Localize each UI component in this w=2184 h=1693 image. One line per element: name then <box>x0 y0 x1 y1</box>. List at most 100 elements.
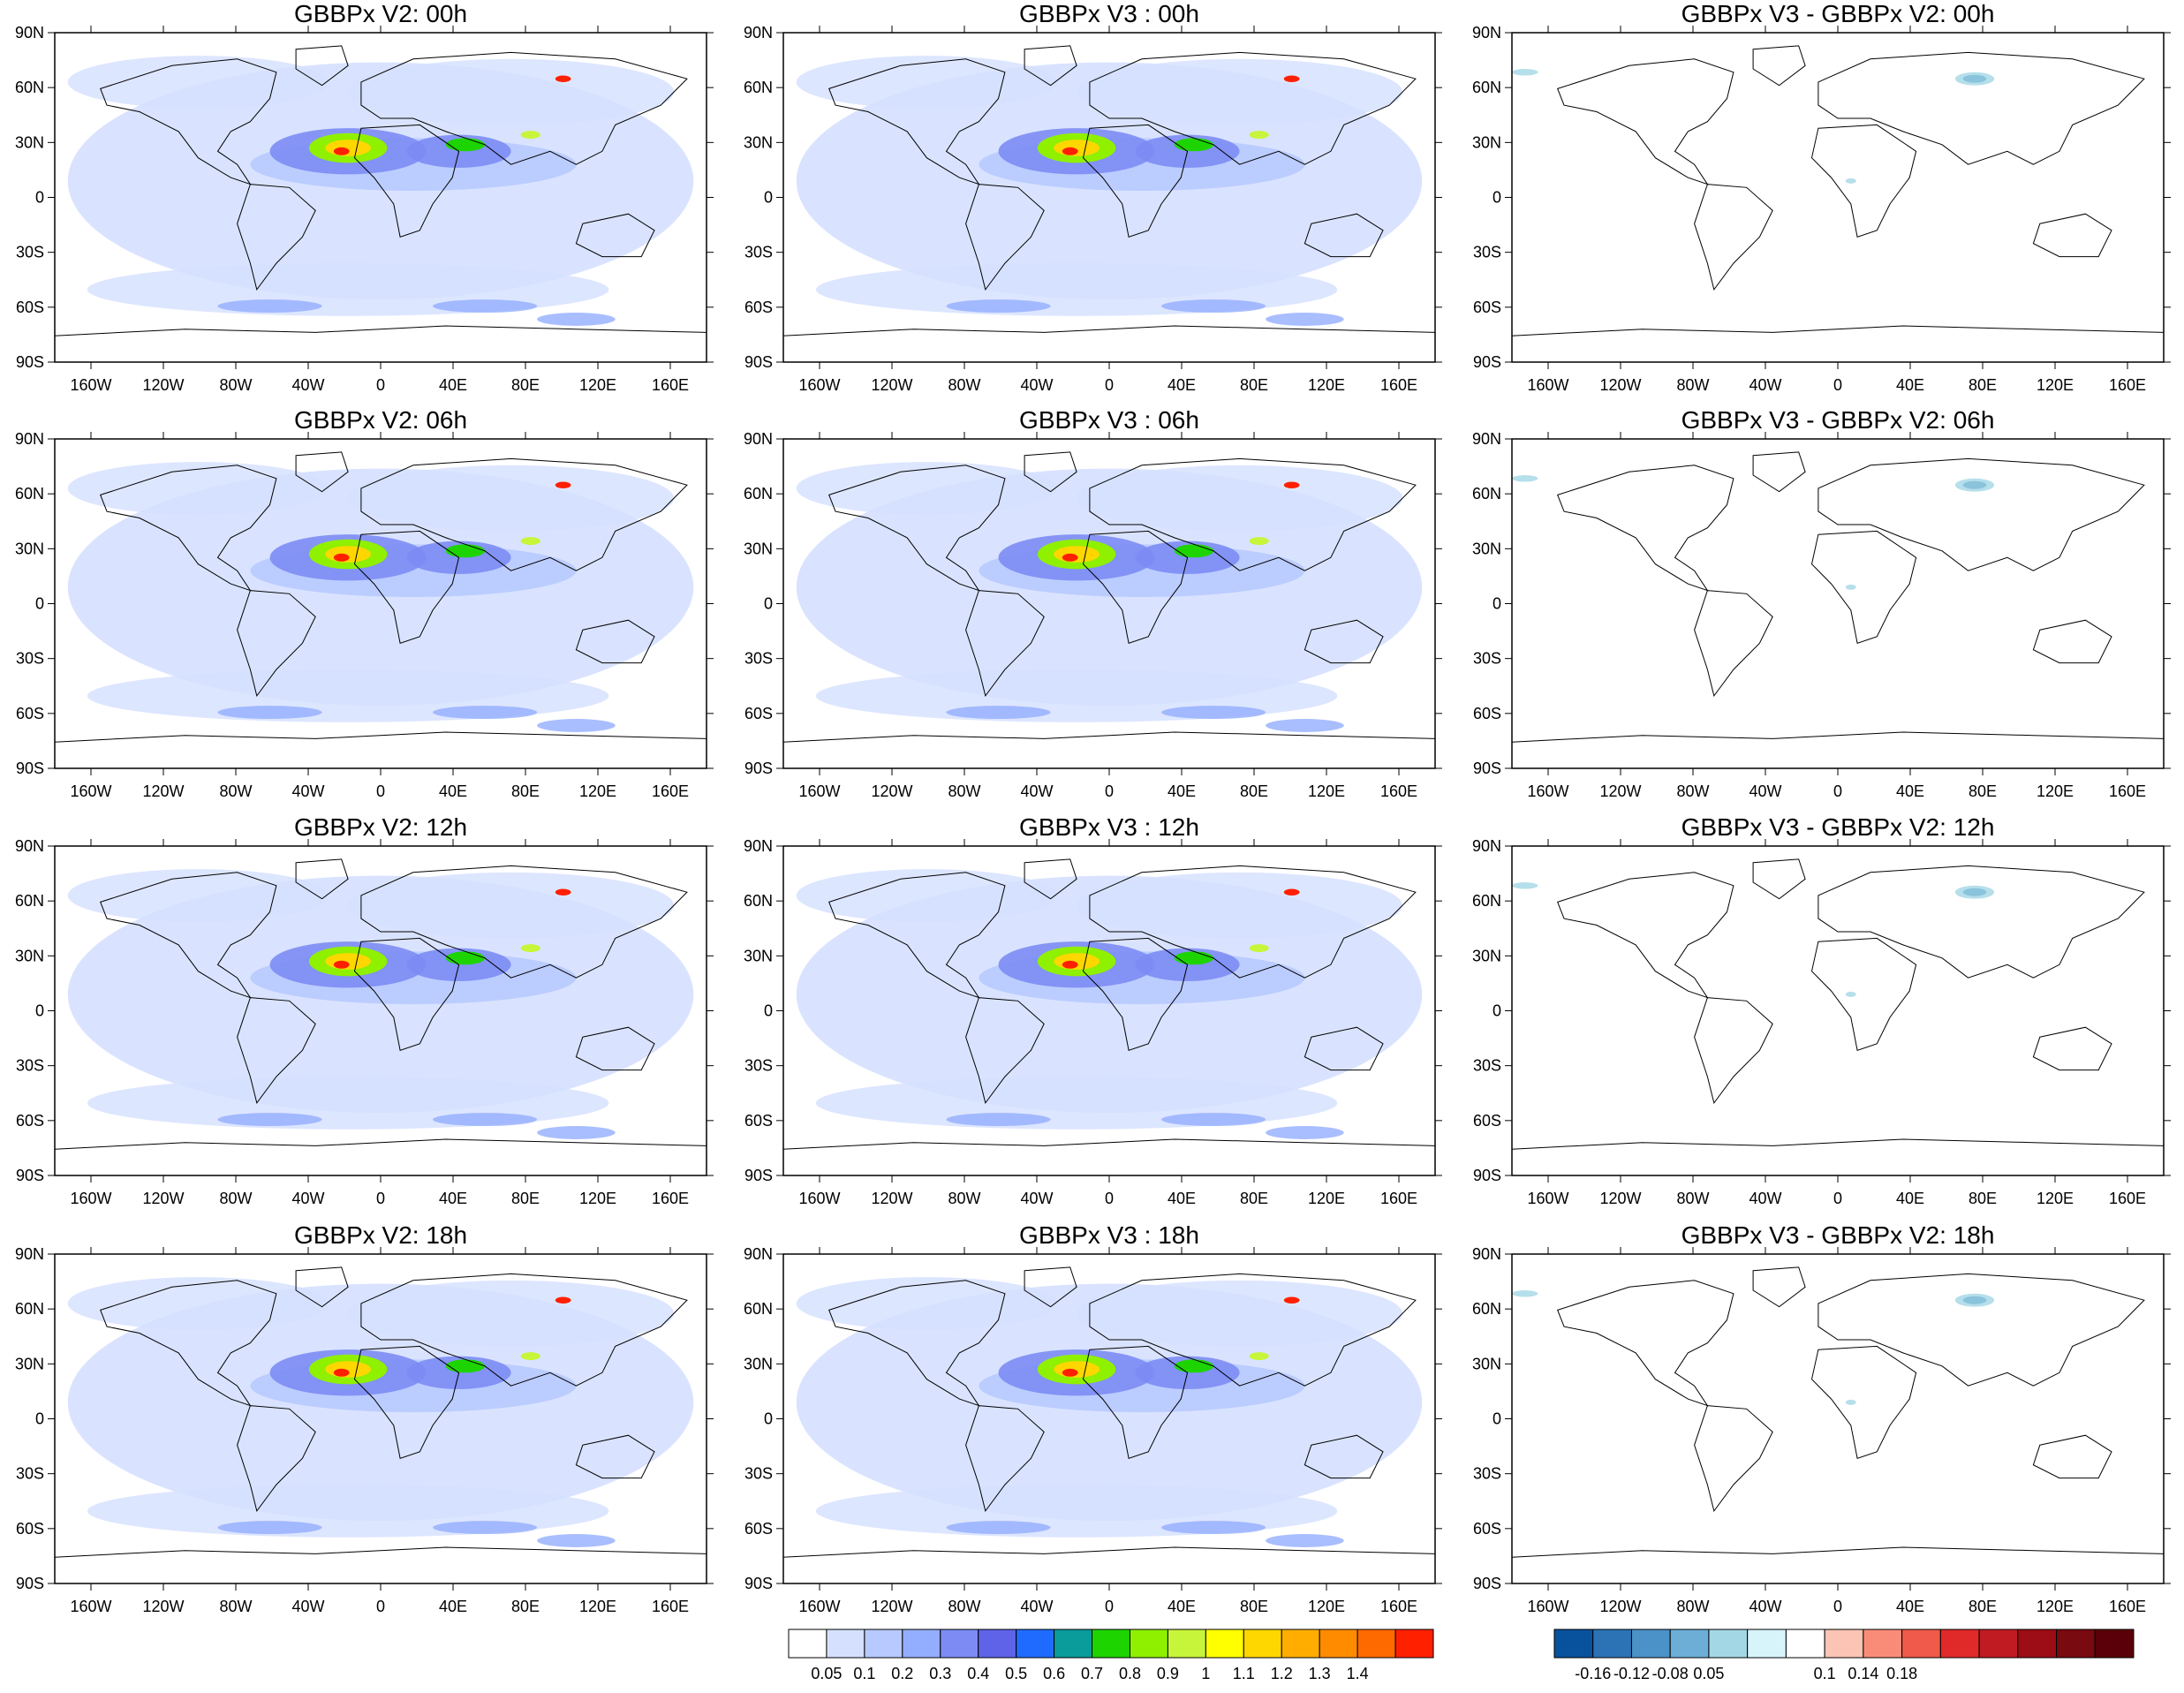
lon-tick-label: 40W <box>1020 1598 1053 1615</box>
colorbar-swatch <box>1243 1629 1282 1659</box>
lon-tick-label: 120W <box>142 1598 184 1615</box>
smoke-field <box>520 1352 540 1361</box>
coastline <box>237 1405 316 1513</box>
lat-tick-label: 90N <box>744 24 773 42</box>
lat-tick-label: 30N <box>744 947 773 964</box>
colorbar-swatch <box>2094 1629 2135 1659</box>
smoke-field <box>1249 1352 1269 1361</box>
coastline <box>1024 451 1077 493</box>
lon-tick-label: 160W <box>1527 376 1568 394</box>
map-panel: 90N 60N 30N 0 30S 60S 90S 160W 120W 80W 40W 0 40E 80E… <box>744 837 1442 1207</box>
lon-tick-label: 120E <box>579 782 616 800</box>
smoke-field <box>217 1113 322 1127</box>
coastline <box>828 1280 1006 1407</box>
difference-field <box>1845 178 1856 184</box>
colorbar-swatch <box>1939 1629 1980 1659</box>
colorbar-swatch <box>826 1629 865 1659</box>
coastline <box>360 51 688 165</box>
smoke-field <box>555 888 571 896</box>
smoke-field <box>1062 960 1078 969</box>
colorbar-label: 0.1 <box>853 1665 875 1682</box>
lon-tick-label: 160E <box>652 1598 689 1615</box>
lon-tick-label: 120W <box>1599 1190 1641 1207</box>
colorbar-label: -0.08 <box>1652 1665 1689 1682</box>
lon-tick-label: 160W <box>798 1190 840 1207</box>
colorbar-swatch <box>1630 1629 1671 1659</box>
map-panel: 90N 60N 30N 0 30S 60S 90S 160W 120W 80W 40W 0 40E 80E… <box>744 24 1442 394</box>
lat-tick-label: 0 <box>764 1410 773 1428</box>
smoke-field <box>946 299 1051 314</box>
lat-tick-label: 30N <box>15 133 44 151</box>
smoke-field <box>67 56 329 109</box>
lat-tick-label: 30S <box>1473 244 1501 261</box>
lat-tick-label: 60S <box>744 705 773 722</box>
lon-tick-label: 40W <box>1749 1190 1781 1207</box>
lon-tick-label: 0 <box>1105 376 1114 394</box>
panel-title: GBBPx V3 - GBBPx V2: 12h <box>1681 813 1995 841</box>
lon-tick-label: 0 <box>1833 1190 1842 1207</box>
coastline <box>828 465 1006 592</box>
smoke-field <box>433 1521 538 1535</box>
lon-tick-label: 120W <box>1599 782 1641 800</box>
smoke-field <box>520 537 540 546</box>
lon-tick-label: 80E <box>511 782 540 800</box>
colorbar-absolute: 0.05 0.1 0.2 0.3 0.4 0.5 0.6 0.7 0.8 0.9 1 1.1 1.2 1.… <box>788 1629 1434 1682</box>
lon-tick-label: 120E <box>579 1598 616 1615</box>
colorbar-label: 0.6 <box>1043 1665 1065 1682</box>
lon-tick-label: 120E <box>2037 1190 2074 1207</box>
lon-tick-label: 160E <box>1380 1190 1417 1207</box>
smoke-field <box>1249 537 1269 546</box>
coastline <box>295 451 349 493</box>
coastline <box>100 465 277 592</box>
lat-tick-label: 60S <box>744 299 773 316</box>
lon-tick-label: 80E <box>511 376 540 394</box>
coastline <box>1024 1266 1077 1308</box>
colorbar-swatch <box>1824 1629 1864 1659</box>
lon-tick-label: 40E <box>1168 1598 1196 1615</box>
lon-tick-label: 0 <box>1105 782 1114 800</box>
difference-field <box>1954 478 1995 492</box>
lon-tick-label: 40W <box>291 376 324 394</box>
lat-tick-label: 0 <box>35 595 44 613</box>
coastline <box>2032 619 2112 664</box>
lon-tick-label: 160E <box>652 1190 689 1207</box>
coastline <box>1304 1026 1384 1071</box>
smoke-field <box>1161 299 1266 314</box>
colorbar-swatch <box>940 1629 979 1659</box>
coastline <box>1082 1345 1189 1459</box>
panel-title: GBBPx V2: 18h <box>293 1221 468 1249</box>
lon-tick-label: 80W <box>219 782 252 800</box>
lon-tick-label: 120W <box>871 1190 912 1207</box>
map-panel: 90N 60N 30N 0 30S 60S 90S 160W 120W 80W 40W 0 40E 80E… <box>744 430 1442 800</box>
smoke-field <box>445 138 486 152</box>
colorbar-swatch <box>1978 1629 2019 1659</box>
lat-tick-label: 90N <box>1472 430 1501 448</box>
coastline <box>1304 1434 1384 1479</box>
lon-tick-label: 80W <box>1676 782 1709 800</box>
colorbar-swatch <box>1553 1629 1594 1659</box>
smoke-field <box>325 546 371 563</box>
lat-tick-label: 90S <box>1473 1575 1501 1592</box>
coastline <box>1810 124 1917 238</box>
colorbar-label: 0.14 <box>1848 1665 1878 1682</box>
coastline <box>965 997 1045 1105</box>
lon-tick-label: 40W <box>291 1598 324 1615</box>
lon-tick-label: 160E <box>1380 782 1417 800</box>
smoke-field <box>348 872 675 939</box>
difference-field <box>1954 885 1995 899</box>
coastline <box>1512 325 2164 362</box>
lon-tick-label: 40E <box>439 1190 467 1207</box>
lon-tick-label: 0 <box>1105 1190 1114 1207</box>
colorbar-swatch <box>1785 1629 1825 1659</box>
coastline <box>1817 865 2145 979</box>
lat-tick-label: 90S <box>744 760 773 777</box>
lat-tick-label: 30N <box>15 540 44 557</box>
smoke-field <box>433 299 538 314</box>
coastline <box>965 590 1045 698</box>
lon-tick-label: 40W <box>1020 1190 1053 1207</box>
lat-tick-label: 30N <box>1472 540 1501 557</box>
difference-field <box>1954 72 1995 86</box>
colorbar-swatch <box>1319 1629 1358 1659</box>
lat-tick-label: 60N <box>15 1300 44 1318</box>
lat-tick-label: 30S <box>1473 1465 1501 1483</box>
